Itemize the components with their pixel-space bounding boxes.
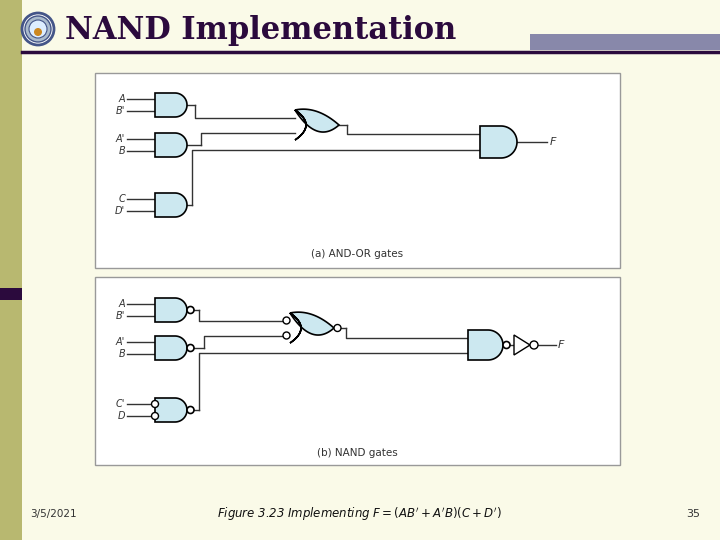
Polygon shape bbox=[155, 298, 187, 322]
Circle shape bbox=[334, 325, 341, 332]
Circle shape bbox=[34, 28, 42, 36]
Circle shape bbox=[151, 413, 158, 420]
Text: A': A' bbox=[116, 134, 125, 144]
Text: A: A bbox=[118, 299, 125, 309]
Polygon shape bbox=[480, 126, 517, 158]
Text: NAND Implementation: NAND Implementation bbox=[65, 15, 456, 45]
Polygon shape bbox=[155, 193, 187, 217]
Polygon shape bbox=[468, 330, 503, 360]
Polygon shape bbox=[290, 312, 334, 343]
Text: Figure 3.23 Implementing $F = (AB' + A'B)(C + D')$: Figure 3.23 Implementing $F = (AB' + A'B… bbox=[217, 505, 503, 523]
Text: B: B bbox=[118, 349, 125, 359]
Text: 35: 35 bbox=[686, 509, 700, 519]
Bar bbox=[0, 0, 22, 540]
Polygon shape bbox=[514, 335, 530, 355]
Text: (a) AND-OR gates: (a) AND-OR gates bbox=[312, 249, 404, 259]
Circle shape bbox=[530, 341, 538, 349]
Text: F: F bbox=[558, 340, 564, 350]
Text: B': B' bbox=[116, 311, 125, 321]
Text: D': D' bbox=[115, 206, 125, 216]
Text: A: A bbox=[118, 94, 125, 104]
Text: 3/5/2021: 3/5/2021 bbox=[30, 509, 76, 519]
Circle shape bbox=[25, 16, 51, 42]
Polygon shape bbox=[155, 133, 187, 157]
Text: D: D bbox=[117, 411, 125, 421]
Text: B: B bbox=[118, 146, 125, 156]
Circle shape bbox=[151, 401, 158, 408]
Circle shape bbox=[187, 307, 194, 314]
Polygon shape bbox=[155, 336, 187, 360]
Polygon shape bbox=[155, 93, 187, 117]
Bar bbox=[95, 277, 620, 465]
Circle shape bbox=[503, 341, 510, 348]
Bar bbox=[530, 34, 720, 50]
Circle shape bbox=[283, 332, 290, 339]
Polygon shape bbox=[295, 109, 339, 140]
Polygon shape bbox=[155, 398, 187, 422]
Text: C': C' bbox=[116, 399, 125, 409]
Text: C: C bbox=[118, 194, 125, 204]
Bar bbox=[0, 288, 22, 300]
Circle shape bbox=[22, 13, 54, 45]
Text: B': B' bbox=[116, 106, 125, 116]
Text: F: F bbox=[550, 137, 557, 147]
Circle shape bbox=[283, 317, 290, 324]
Text: A': A' bbox=[116, 337, 125, 347]
Text: (b) NAND gates: (b) NAND gates bbox=[317, 448, 398, 458]
Circle shape bbox=[29, 20, 47, 38]
Circle shape bbox=[187, 345, 194, 352]
Bar bbox=[95, 73, 620, 268]
Circle shape bbox=[187, 407, 194, 414]
